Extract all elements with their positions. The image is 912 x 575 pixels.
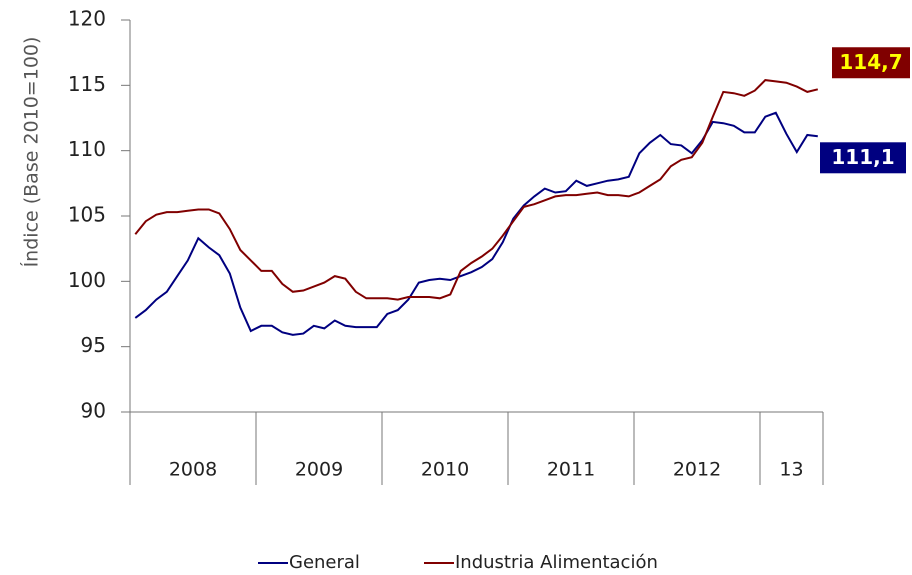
series-line	[134, 111, 818, 336]
y-tick-label: 120	[68, 7, 106, 31]
end-label-box	[820, 142, 906, 174]
legend-label: General	[289, 552, 360, 573]
y-tick-label: 105	[68, 203, 106, 227]
legend-label: Industria Alimentación	[455, 552, 658, 573]
y-tick-label: 90	[81, 399, 106, 423]
x-group-label: 2010	[421, 459, 469, 481]
x-group-label: 13	[779, 459, 803, 481]
end-label-box	[832, 47, 910, 79]
x-group-label: 2009	[295, 459, 343, 481]
series-line	[134, 79, 819, 301]
end-label: 114,7	[839, 50, 902, 74]
y-tick-label: 115	[68, 72, 106, 96]
y-tick-label: 110	[68, 137, 106, 161]
end-label: 111,1	[831, 145, 894, 169]
y-tick-label: 100	[68, 268, 106, 292]
x-group-label: 2008	[169, 459, 217, 481]
x-group-label: 2011	[547, 459, 595, 481]
y-axis-title: Índice (Base 2010=100)	[20, 37, 43, 268]
y-tick-label: 95	[81, 333, 106, 357]
x-group-label: 2012	[673, 459, 721, 481]
